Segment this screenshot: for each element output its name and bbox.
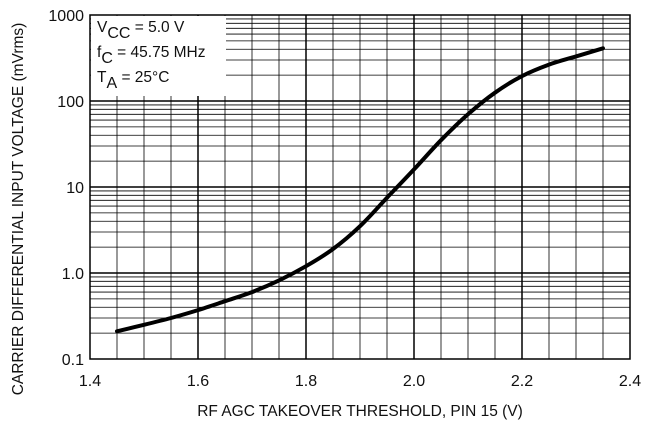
annotation-line: fC = 45.75 MHz: [97, 44, 206, 67]
data-series-line: [115, 46, 605, 334]
annotation-line: TA = 25°C: [97, 69, 169, 92]
annotation-line: VCC = 5.0 V: [97, 19, 185, 42]
tick-labels: 1.4 1.6 1.8 2.0 2.2 2.4 0.1 1.0 10 100 1000: [48, 8, 641, 390]
y-tick-label: 1000: [48, 8, 84, 25]
x-tick-label: 1.4: [79, 373, 101, 390]
x-axis-label: RF AGC TAKEOVER THRESHOLD, PIN 15 (V): [197, 403, 523, 420]
y-axis-label: CARRIER DIFFERENTIAL INPUT VOLTAGE (mVrm…: [10, 23, 27, 396]
y-tick-label: 100: [57, 94, 84, 111]
y-tick-label: 10: [66, 180, 84, 197]
annotation-background: [91, 16, 226, 96]
x-tick-label: 2.0: [403, 373, 425, 390]
x-tick-label: 1.6: [187, 373, 209, 390]
y-tick-label: 0.1: [62, 352, 84, 369]
x-tick-label: 1.8: [295, 373, 317, 390]
x-tick-label: 2.2: [511, 373, 533, 390]
x-tick-label: 2.4: [619, 373, 641, 390]
plot-frame: [89, 14, 631, 360]
grid: [90, 15, 630, 359]
y-tick-label: 1.0: [62, 266, 84, 283]
